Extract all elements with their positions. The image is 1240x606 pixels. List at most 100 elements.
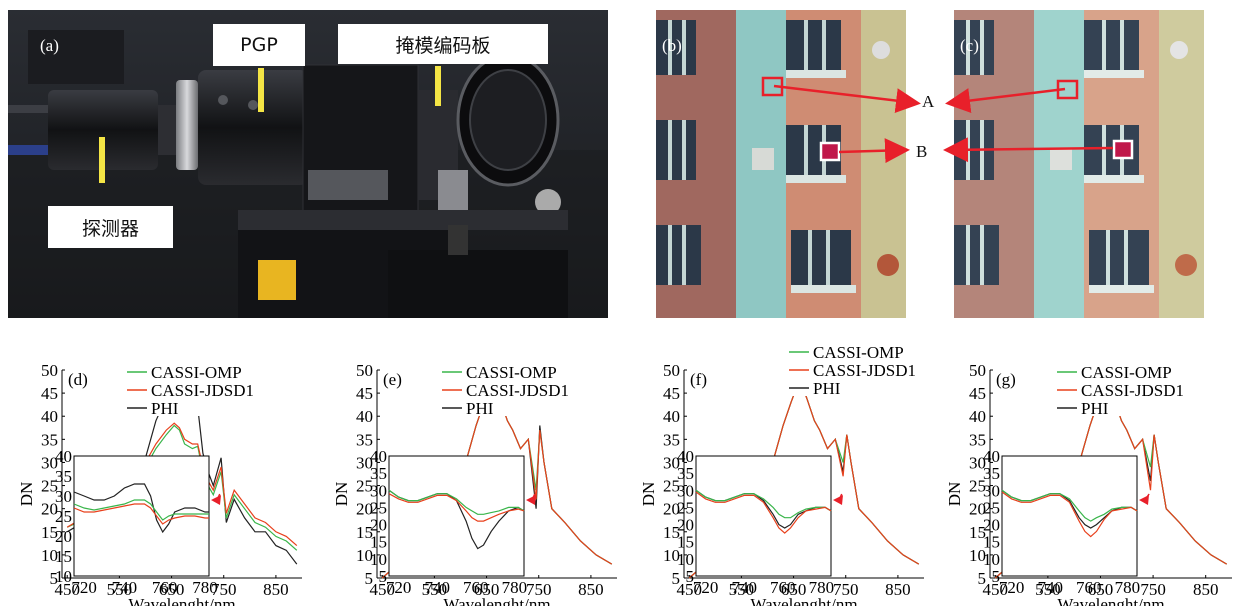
- x-tick-label: 850: [578, 580, 604, 599]
- inset-series-line-cassi-omp: [73, 499, 209, 521]
- legend-entry: CASSI-OMP: [151, 363, 242, 382]
- inset-series-line-cassi-omp: [388, 489, 525, 515]
- y-tick-label: 45: [663, 384, 680, 403]
- inset-x-tick-label: 760: [1076, 578, 1102, 597]
- y-tick-label: 40: [356, 407, 373, 426]
- y-tick-label: 30: [663, 453, 680, 472]
- x-axis-label: Wavelenght/nm: [443, 595, 550, 606]
- x-axis-label: Wavelenght/nm: [128, 595, 235, 606]
- y-tick-label: 10: [663, 546, 680, 565]
- y-tick-label: 40: [41, 407, 58, 426]
- inset-y-tick-label: 10: [677, 550, 694, 569]
- inset-y-tick-label: 35: [983, 464, 1000, 483]
- callout-detector: 探测器: [48, 206, 173, 248]
- y-tick-label: 40: [969, 407, 986, 426]
- y-tick-label: 50: [41, 361, 58, 380]
- inset-series-line-cassi-omp: [1001, 489, 1138, 522]
- inset-y-tick-label: 15: [983, 533, 1000, 552]
- y-tick-label: 35: [663, 430, 680, 449]
- x-tick-label: 450: [676, 580, 702, 599]
- y-tick-label: 30: [969, 453, 986, 472]
- y-tick-label: 35: [41, 430, 58, 449]
- mask-pointer: [435, 66, 441, 106]
- legend-entry: CASSI-JDSD1: [1081, 381, 1184, 400]
- x-tick-label: 850: [1193, 580, 1219, 599]
- inset-box: [695, 455, 832, 577]
- inset-y-tick-label: 10: [55, 567, 72, 586]
- inset-y-tick-label: 30: [55, 487, 72, 506]
- x-tick-label: 450: [983, 580, 1009, 599]
- inset-y-tick-label: 5: [379, 567, 388, 586]
- region-b-box-c: [1112, 139, 1134, 160]
- legend-box: [442, 360, 612, 416]
- panel-b-label: (b): [662, 36, 682, 55]
- y-tick-label: 25: [663, 477, 680, 496]
- inset-series-line-cassi-jdsd1: [695, 491, 832, 534]
- x-tick-label: 650: [781, 580, 807, 599]
- y-tick-label: 15: [356, 523, 373, 542]
- legend-entry: PHI: [1081, 399, 1109, 418]
- reference-image-c: (c): [954, 10, 1204, 318]
- y-tick-label: 5: [672, 569, 681, 588]
- inset-y-tick-label: 10: [983, 550, 1000, 569]
- inset-y-tick-label: 25: [983, 498, 1000, 517]
- x-axis-label: Wavelenght/nm: [1057, 595, 1164, 606]
- y-tick-label: 25: [969, 477, 986, 496]
- inset-x-tick-label: 740: [1037, 578, 1063, 597]
- y-tick-label: 10: [969, 546, 986, 565]
- instrument-photo: (a) PGP 掩模编码板 探测器: [8, 10, 608, 318]
- inset-y-tick-label: 30: [677, 481, 694, 500]
- chart-panel-label: (d): [68, 370, 88, 389]
- inset-y-tick-label: 25: [677, 498, 694, 517]
- inset-x-tick-label: 740: [731, 578, 757, 597]
- y-tick-label: 5: [978, 569, 987, 588]
- legend-box: [789, 340, 932, 396]
- y-tick-label: 10: [356, 546, 373, 565]
- marker-b: B: [916, 142, 928, 161]
- x-tick-label: 850: [263, 580, 289, 599]
- y-tick-label: 5: [50, 569, 59, 588]
- inset-x-tick-label: 780: [809, 578, 835, 597]
- inset-x-tick-label: 720: [71, 578, 97, 597]
- y-tick-label: 50: [356, 361, 373, 380]
- x-tick-label: 650: [1088, 580, 1114, 599]
- inset-x-tick-label: 720: [999, 578, 1024, 597]
- inset-x-tick-label: 760: [463, 578, 489, 597]
- inset-y-tick-label: 20: [370, 516, 387, 535]
- inset-y-tick-label: 30: [983, 481, 1000, 500]
- x-tick-label: 450: [369, 580, 395, 599]
- y-tick-label: 5: [365, 569, 374, 588]
- panel-c-label: (c): [960, 36, 979, 55]
- inset-y-tick-label: 15: [370, 533, 387, 552]
- inset-y-tick-label: 15: [55, 547, 72, 566]
- legend-entry: CASSI-OMP: [466, 363, 557, 382]
- inset-arrowhead: [1139, 495, 1149, 505]
- inset-arrowhead: [833, 495, 843, 505]
- y-axis-label: DN: [332, 482, 351, 507]
- y-tick-label: 20: [969, 500, 986, 519]
- y-tick-label: 25: [356, 477, 373, 496]
- y-tick-label: 10: [41, 546, 58, 565]
- legend-entry: CASSI-OMP: [813, 343, 904, 362]
- y-tick-label: 45: [969, 384, 986, 403]
- y-tick-label: 45: [41, 384, 58, 403]
- inset-x-tick-label: 780: [502, 578, 528, 597]
- y-axis-label: DN: [639, 482, 658, 507]
- inset-y-tick-label: 10: [370, 550, 387, 569]
- inset-y-tick-label: 40: [55, 447, 72, 466]
- inset-y-tick-label: 5: [686, 567, 695, 586]
- callout-pgp: PGP: [213, 24, 305, 66]
- inset-x-tick-label: 780: [1115, 578, 1141, 597]
- building-image-c: [954, 10, 1204, 318]
- y-tick-label: 30: [356, 453, 373, 472]
- inset-y-tick-label: 35: [55, 467, 72, 486]
- inset-box: [1001, 455, 1138, 577]
- x-tick-label: 550: [729, 580, 755, 599]
- inset-series-line-cassi-omp: [695, 489, 832, 519]
- region-b-box-b: [819, 141, 841, 162]
- y-axis-label: DN: [945, 482, 964, 507]
- marker-a: A: [922, 92, 935, 111]
